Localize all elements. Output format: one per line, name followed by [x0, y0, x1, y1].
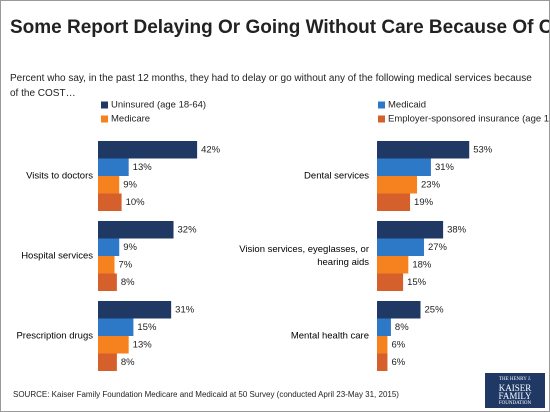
category-label: Visits to doctors: [26, 170, 93, 182]
bar: [377, 336, 388, 354]
value-label: 31%: [175, 304, 195, 315]
legend-swatch: [378, 101, 385, 109]
bar: [98, 141, 198, 159]
bar: [98, 176, 120, 194]
category-label: Vision services, eyeglasses, or hearing …: [239, 244, 369, 268]
value-label: 6%: [391, 339, 405, 350]
legend-label: Uninsured (age 18-64): [111, 100, 206, 111]
category-label: Dental services: [304, 170, 369, 182]
legend-label: Employer-sponsored insurance (age 18-64): [388, 114, 549, 125]
category-label: Prescription drugs: [16, 330, 93, 342]
value-label: 32%: [178, 224, 198, 235]
value-label: 8%: [395, 322, 409, 333]
bar: [377, 158, 431, 176]
subtitle: Percent who say, in the past 12 months, …: [10, 73, 532, 99]
bar: [98, 256, 115, 274]
logo-line: THE HENRY J.: [498, 377, 532, 382]
bar: [377, 353, 388, 371]
category-label: Mental health care: [290, 330, 369, 342]
value-label: 8%: [121, 277, 135, 288]
bar: [377, 141, 470, 159]
value-label: 15%: [137, 322, 157, 333]
legend-swatch: [378, 115, 385, 123]
bar: [377, 193, 411, 211]
bar: [98, 336, 129, 354]
logo-line: FAMILY: [498, 391, 532, 401]
value-label: 8%: [121, 357, 135, 368]
value-label: 25%: [425, 304, 445, 315]
bar: [98, 273, 117, 291]
value-label: 23%: [421, 179, 441, 190]
bar: [98, 158, 129, 176]
value-label: 53%: [473, 144, 493, 155]
value-label: 7%: [119, 259, 133, 270]
value-label: 13%: [133, 162, 153, 173]
logo: THE HENRY J. KAISER FAMILY FOUNDATION: [485, 373, 545, 408]
value-label: 42%: [201, 144, 221, 155]
value-label: 19%: [414, 197, 434, 208]
bar: [98, 353, 117, 371]
bar: [98, 193, 122, 211]
bar: [98, 301, 172, 319]
bar: [377, 318, 391, 336]
bar: [377, 256, 409, 274]
value-label: 27%: [428, 242, 448, 253]
bar: [377, 176, 418, 194]
bar: [377, 273, 404, 291]
category-label: Hospital services: [21, 250, 93, 262]
bar: [98, 318, 134, 336]
value-label: 38%: [447, 224, 467, 235]
bar: [377, 301, 421, 319]
bar: [377, 221, 444, 239]
value-label: 9%: [123, 242, 137, 253]
legend-label: Medicare: [111, 114, 150, 125]
logo-line: KAISER: [498, 383, 532, 393]
value-label: 18%: [412, 259, 432, 270]
value-label: 10%: [126, 197, 146, 208]
value-label: 15%: [407, 277, 427, 288]
legend-swatch: [101, 101, 108, 109]
value-label: 9%: [123, 179, 137, 190]
value-label: 6%: [391, 357, 405, 368]
value-label: 31%: [435, 162, 455, 173]
legend-label: Medicaid: [388, 100, 426, 111]
bar: [98, 238, 120, 256]
value-label: 13%: [133, 339, 153, 350]
bar: [98, 221, 174, 239]
source: SOURCE: Kaiser Family Foundation Medicar…: [13, 390, 399, 399]
legend-swatch: [101, 115, 108, 123]
bar: [377, 238, 424, 256]
logo-line: FOUNDATION: [498, 401, 532, 406]
title: Some Report Delaying Or Going Without Ca…: [10, 17, 550, 38]
